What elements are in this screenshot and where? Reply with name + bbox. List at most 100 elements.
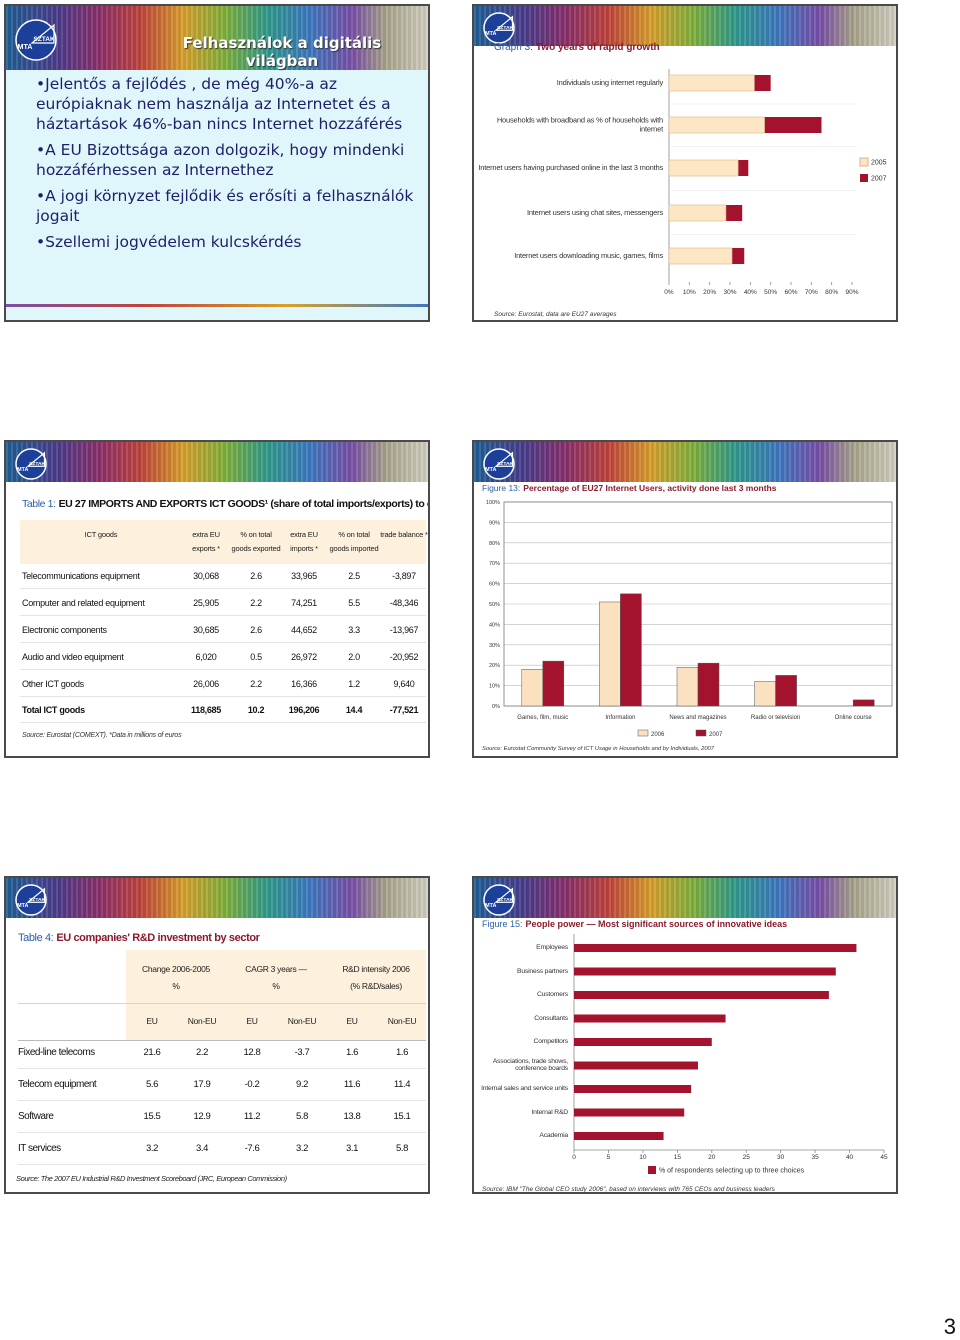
row-label: Software xyxy=(18,1111,54,1122)
cell: -48,346 xyxy=(389,598,419,608)
group-header: Change 2006-2005 xyxy=(142,964,210,974)
table-label: Table 1: xyxy=(22,498,56,510)
x-tick-label: 0 xyxy=(572,1154,576,1161)
slide: MTA SZTAKI Table 1: EU 27 IMPORTS AND EXPOR… xyxy=(4,440,430,758)
bar xyxy=(574,991,829,999)
logo-text: MTA xyxy=(17,42,32,51)
cell: 9,640 xyxy=(393,679,415,689)
cell: 74,251 xyxy=(291,598,317,608)
cell: 16,366 xyxy=(291,679,317,689)
cell: 11.6 xyxy=(343,1079,361,1090)
cell: 2.6 xyxy=(250,571,262,581)
footer-line xyxy=(6,304,428,307)
column-header: ICT goods xyxy=(84,530,118,539)
cell: -20,952 xyxy=(389,652,419,662)
sub-header: Non-EU xyxy=(387,1016,417,1026)
source: Source: IBM "The Global CEO study 2006",… xyxy=(482,1186,776,1192)
category-label: Academia xyxy=(539,1132,568,1140)
x-tick-label: 80% xyxy=(825,289,838,296)
category-label: Employees xyxy=(536,944,568,952)
slide-header: MTA SZTAKI Felhasználok a digitális világb… xyxy=(6,6,428,70)
table-label: Table 4: xyxy=(18,932,54,944)
x-tick-label: 45 xyxy=(880,1154,888,1161)
cell: 5.5 xyxy=(348,598,360,608)
cell: 3.3 xyxy=(348,625,360,635)
cell: 11.4 xyxy=(393,1079,411,1090)
legend-label: % of respondents selecting up to three c… xyxy=(659,1168,805,1175)
bar xyxy=(599,601,621,707)
logo-triangle xyxy=(26,887,46,903)
legend-swatch xyxy=(648,1166,656,1174)
x-tick-label: 50% xyxy=(764,289,777,296)
cell: 26,006 xyxy=(193,679,219,689)
table-header-bg xyxy=(126,950,426,1040)
category-label: Internet users having purchased online i… xyxy=(478,162,663,172)
bullet-list: Jelentős a fejlődés , de még 40%-a az eu… xyxy=(36,74,414,258)
bar xyxy=(574,1132,664,1140)
cell: 30,068 xyxy=(193,571,219,581)
legend-swatch xyxy=(859,157,869,167)
logo-triangle xyxy=(494,15,514,31)
cell: 30,685 xyxy=(193,625,219,635)
cell: -7.6 xyxy=(244,1143,260,1154)
row-rule xyxy=(20,642,426,643)
legend-label: 2006 xyxy=(651,732,665,738)
cell: 1.6 xyxy=(395,1047,408,1058)
logo-text: MTA xyxy=(485,903,496,909)
cell: 3.2 xyxy=(295,1143,308,1154)
y-tick-label: 70% xyxy=(489,561,500,567)
cell: 118,685 xyxy=(191,705,221,715)
cell: -13,967 xyxy=(389,625,419,635)
x-tick-label: 30% xyxy=(723,289,736,296)
cell: 2.2 xyxy=(195,1047,208,1058)
cell: 11.2 xyxy=(243,1111,261,1122)
slide-header: MTA SZTAKI xyxy=(474,878,896,918)
x-tick-label: 5 xyxy=(607,1154,611,1161)
cell: 2.2 xyxy=(250,679,262,689)
cell: 0.5 xyxy=(250,652,262,662)
category-label: Internal sales and service units xyxy=(481,1085,568,1093)
slide: MTA SZTAKI Graph 3: Two years of rapid grow… xyxy=(472,4,898,322)
y-tick-label: 0% xyxy=(492,704,500,710)
logo-text: SZTAKI xyxy=(29,897,47,903)
chart: Figure 13: Percentage of EU27 Internet Us… xyxy=(482,483,893,752)
cell: 1.2 xyxy=(348,679,360,689)
bar xyxy=(668,247,733,265)
row-label: Computer and related equipment xyxy=(22,598,145,608)
cell: 196,206 xyxy=(288,705,320,715)
category-label: Customers xyxy=(536,991,568,999)
source: Source: The 2007 EU Industrial R&D Inves… xyxy=(16,1174,287,1183)
group-header: % xyxy=(172,981,180,991)
chart: Figure 15: People power — Most significan… xyxy=(482,919,888,1192)
row-rule xyxy=(20,696,426,697)
logo-text: MTA xyxy=(17,903,28,909)
bar xyxy=(574,944,857,952)
logo-text: MTA xyxy=(485,31,496,37)
y-tick-label: 90% xyxy=(489,520,500,526)
chart-title: Figure 13: Percentage of EU27 Internet Us… xyxy=(482,483,777,493)
logo-text: MTA xyxy=(485,467,496,473)
cell: 13.8 xyxy=(343,1111,361,1122)
column-header: % on total goods exported xyxy=(231,530,281,553)
category-label: Consultants xyxy=(534,1014,568,1022)
category-label: Households with broadband as % of househ… xyxy=(496,115,663,133)
bullet: Szellemi jogvédelem kulcskérdés xyxy=(36,232,414,252)
logo-text: SZTAKI xyxy=(497,461,515,467)
chart: Graph 3: Two years of rapid growth 0% 10% 20… xyxy=(494,42,887,318)
category-label: Business partners xyxy=(516,967,568,975)
x-tick-label: 60% xyxy=(784,289,797,296)
bullet: A EU Bizottsága azon dolgozik, hogy mind… xyxy=(36,140,414,180)
legend-swatch xyxy=(860,174,868,182)
logo-text: MTA xyxy=(17,467,28,473)
y-tick-label: 10% xyxy=(489,684,500,690)
column-header: % on total goods imported xyxy=(329,530,379,553)
category-label: Internal R&D xyxy=(531,1108,568,1116)
bar xyxy=(574,967,836,976)
x-tick-label: 10% xyxy=(683,289,696,296)
y-tick-label: 20% xyxy=(489,663,500,669)
